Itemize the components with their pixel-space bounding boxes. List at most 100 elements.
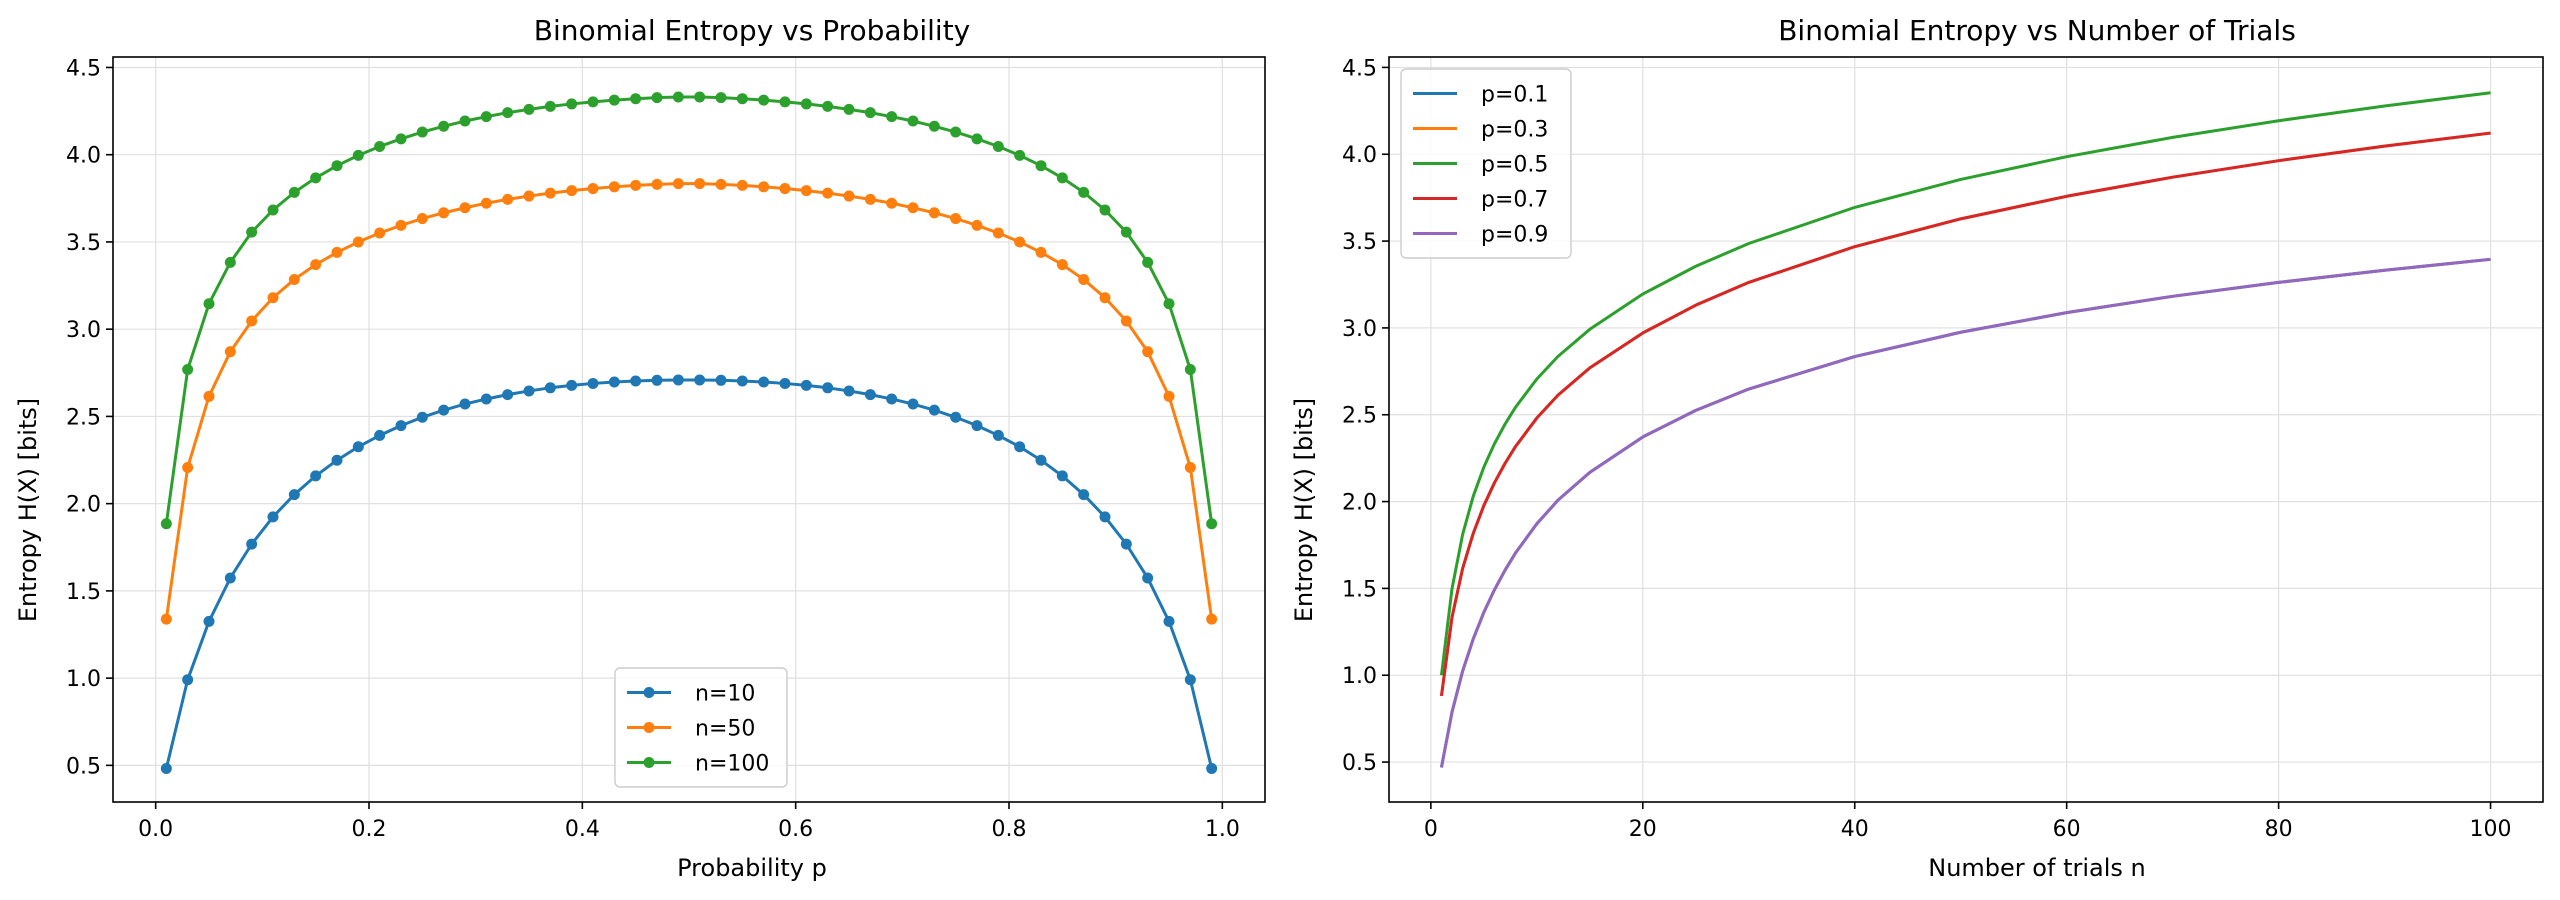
data-point-n=100 (544, 100, 556, 112)
data-point-n=50 (928, 207, 940, 219)
y-tick-label: 0.5 (1342, 751, 1377, 776)
data-point-n=100 (416, 126, 428, 138)
data-point-n=10 (1142, 572, 1154, 584)
data-point-n=10 (907, 398, 919, 410)
data-point-n=50 (758, 181, 770, 193)
data-point-n=50 (992, 227, 1004, 239)
data-point-n=100 (374, 141, 386, 153)
data-point-n=50 (1078, 273, 1090, 285)
data-point-n=10 (800, 379, 812, 391)
data-point-n=10 (566, 379, 578, 391)
x-tick-label: 20 (1629, 817, 1657, 842)
chart-entropy-vs-trials: Binomial Entropy vs Number of Trials Num… (1290, 14, 2544, 882)
data-point-n=10 (459, 398, 471, 410)
data-point-n=100 (288, 186, 300, 198)
data-point-n=10 (267, 511, 279, 523)
data-point-n=50 (224, 346, 236, 358)
data-point-n=100 (1120, 226, 1132, 238)
data-point-n=50 (587, 183, 599, 195)
data-point-n=100 (523, 103, 535, 115)
y-tick-label: 4.0 (1342, 143, 1377, 168)
data-point-n=50 (950, 213, 962, 225)
data-point-n=10 (224, 572, 236, 584)
y-tick-label: 2.0 (1342, 491, 1377, 516)
data-point-n=10 (1014, 441, 1026, 453)
data-point-n=100 (886, 111, 898, 123)
x-tick-label: 0.2 (352, 817, 387, 842)
y-axis-label: Entropy H(X) [bits] (1290, 398, 1318, 622)
data-point-n=50 (310, 259, 322, 271)
data-point-n=10 (203, 615, 215, 627)
data-point-n=100 (843, 103, 855, 115)
data-point-n=10 (1078, 489, 1090, 501)
data-point-n=100 (1078, 186, 1090, 198)
data-point-n=10 (694, 374, 706, 386)
data-point-n=100 (182, 363, 194, 375)
data-point-n=10 (587, 377, 599, 389)
data-point-n=100 (608, 94, 620, 106)
x-tick-label: 0 (1424, 817, 1438, 842)
legend-marker-n=100 (643, 757, 655, 768)
series-line-p=0.5 (1439, 91, 2491, 676)
data-point-n=50 (1035, 246, 1047, 258)
data-point-n=100 (651, 92, 663, 104)
data-point-n=50 (886, 197, 898, 209)
data-point-n=100 (331, 160, 343, 172)
y-tick-label: 4.5 (1342, 56, 1377, 81)
data-point-n=50 (544, 187, 556, 199)
data-point-n=10 (416, 411, 428, 423)
data-point-n=100 (352, 149, 364, 161)
legend-label: n=10 (695, 682, 755, 707)
x-tick-label: 0.4 (565, 817, 600, 842)
legend-label: p=0.3 (1481, 118, 1548, 143)
legend: n=10 n=50 n=100 (614, 667, 788, 788)
x-axis-label: Number of trials n (1928, 854, 2145, 882)
data-point-n=10 (331, 454, 343, 466)
data-point-n=50 (715, 178, 727, 190)
data-point-n=10 (928, 404, 940, 416)
data-point-n=100 (395, 133, 407, 145)
data-point-n=50 (630, 179, 642, 191)
data-point-n=100 (459, 115, 471, 127)
data-point-n=100 (715, 92, 727, 104)
y-tick-label: 1.5 (1342, 577, 1377, 602)
plot-frame (1388, 56, 2544, 803)
y-tick-label: 3.5 (1342, 230, 1377, 255)
data-point-n=100 (267, 204, 279, 216)
data-point-n=10 (651, 374, 663, 386)
data-point-n=100 (1184, 363, 1196, 375)
data-point-n=50 (395, 219, 407, 231)
data-point-n=100 (246, 226, 258, 238)
x-tick-label: 100 (2470, 817, 2512, 842)
x-tick-label: 0.8 (992, 817, 1027, 842)
data-point-n=50 (267, 292, 279, 304)
data-point-n=50 (288, 273, 300, 285)
data-point-n=10 (160, 763, 172, 775)
data-point-n=50 (1206, 613, 1218, 625)
chart-title: Binomial Entropy vs Number of Trials (1778, 14, 2296, 47)
data-point-n=50 (523, 190, 535, 202)
y-tick-label: 1.0 (1342, 664, 1377, 689)
legend-marker-n=10 (643, 687, 655, 698)
y-tick-label: 3.0 (1342, 317, 1377, 342)
data-point-n=10 (502, 389, 514, 401)
data-point-n=10 (779, 377, 791, 389)
y-tick-label: 1.0 (66, 667, 101, 692)
y-tick-label: 2.5 (1342, 404, 1377, 429)
data-point-n=100 (672, 91, 684, 103)
data-point-n=50 (822, 187, 834, 199)
data-point-n=10 (843, 385, 855, 397)
data-point-n=10 (374, 429, 386, 441)
y-tick-label: 0.5 (66, 754, 101, 779)
legend-label: p=0.7 (1481, 188, 1548, 213)
data-point-n=100 (1099, 204, 1111, 216)
data-point-n=10 (1056, 470, 1068, 482)
legend-label: p=0.5 (1481, 153, 1548, 178)
data-point-n=50 (459, 202, 471, 214)
x-axis-label: Probability p (677, 854, 827, 882)
data-point-n=50 (1184, 462, 1196, 474)
data-point-n=50 (1099, 292, 1111, 304)
legend-label: n=50 (695, 717, 755, 742)
data-point-n=50 (160, 613, 172, 625)
